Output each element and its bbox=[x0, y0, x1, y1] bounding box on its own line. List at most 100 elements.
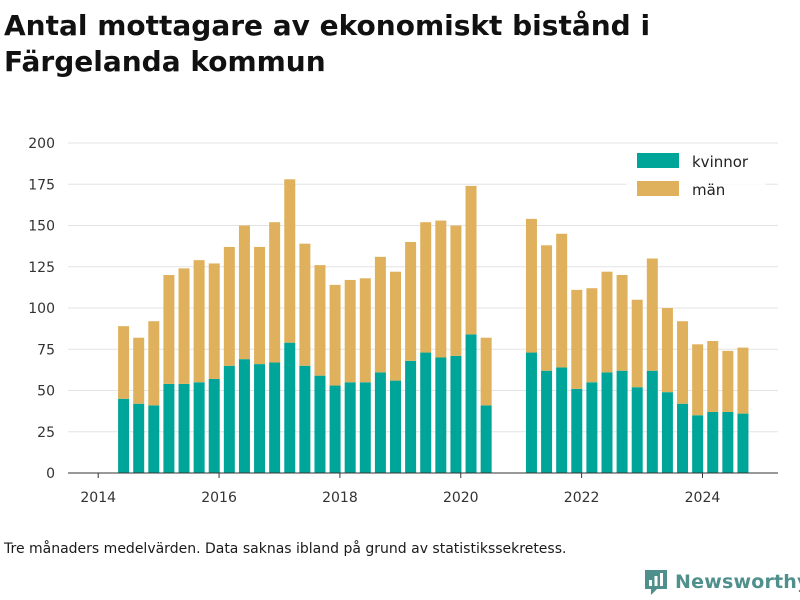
bar-man bbox=[405, 242, 417, 361]
x-tick-label: 2020 bbox=[443, 490, 479, 506]
bar-man bbox=[661, 308, 673, 393]
bar-kvinnor bbox=[541, 370, 553, 473]
bar-man bbox=[571, 289, 583, 389]
x-tick-label: 2014 bbox=[80, 490, 116, 506]
bar-kvinnor bbox=[722, 411, 734, 473]
bar-man bbox=[737, 347, 749, 414]
bar-man bbox=[525, 218, 537, 353]
footnote: Tre månaders medelvärden. Data saknas ib… bbox=[4, 541, 567, 557]
bar-man bbox=[133, 337, 145, 404]
bar-man bbox=[692, 344, 704, 416]
bar-man bbox=[616, 275, 628, 371]
bar-man bbox=[329, 284, 341, 386]
bar-man bbox=[193, 260, 205, 383]
bar-kvinnor bbox=[269, 362, 281, 473]
bar-kvinnor bbox=[390, 380, 402, 473]
bar-kvinnor bbox=[661, 392, 673, 473]
bar-man bbox=[208, 263, 220, 379]
bar-man bbox=[677, 321, 689, 404]
bar-kvinnor bbox=[314, 375, 326, 473]
bar-man bbox=[601, 271, 613, 373]
bar-man bbox=[465, 185, 477, 335]
y-tick-label: 50 bbox=[37, 384, 55, 400]
x-tick-label: 2018 bbox=[322, 490, 358, 506]
y-tick-label: 150 bbox=[28, 219, 55, 235]
bar-man bbox=[148, 321, 160, 406]
bar-man bbox=[254, 246, 266, 365]
legend-label-kvinnor: kvinnor bbox=[692, 153, 749, 171]
bar-kvinnor bbox=[450, 355, 462, 473]
bar-man bbox=[163, 275, 175, 384]
bar-kvinnor bbox=[556, 367, 568, 473]
bar-man bbox=[631, 299, 643, 388]
bar-kvinnor bbox=[525, 352, 537, 473]
bar-kvinnor bbox=[148, 405, 160, 473]
y-tick-label: 75 bbox=[37, 342, 55, 358]
bars bbox=[118, 179, 749, 473]
bar-man bbox=[269, 222, 281, 363]
legend-swatch-kvinnor bbox=[637, 153, 679, 168]
bar-kvinnor bbox=[254, 364, 266, 473]
y-tick-label: 100 bbox=[28, 301, 55, 317]
bar-kvinnor bbox=[133, 403, 145, 473]
bar-kvinnor bbox=[571, 388, 583, 473]
bar-kvinnor bbox=[374, 372, 386, 473]
bar-kvinnor bbox=[707, 411, 719, 473]
bar-man bbox=[118, 326, 130, 399]
bar-kvinnor bbox=[344, 382, 356, 473]
bar-kvinnor bbox=[223, 365, 235, 473]
bar-man bbox=[359, 278, 371, 383]
y-axis-ticks: 0 25 50 75 100 125 150 175 200 bbox=[28, 136, 55, 482]
y-tick-label: 25 bbox=[37, 425, 55, 441]
bar-kvinnor bbox=[238, 359, 250, 473]
bar-kvinnor bbox=[163, 383, 175, 473]
bar-kvinnor bbox=[646, 370, 658, 473]
bar-kvinnor bbox=[616, 370, 628, 473]
bar-kvinnor bbox=[677, 403, 689, 473]
y-tick-label: 0 bbox=[46, 466, 55, 482]
bar-kvinnor bbox=[329, 385, 341, 473]
brand-name: Newsworthy bbox=[675, 571, 800, 593]
chart-title: Antal mottagare av ekonomiskt bistånd i … bbox=[4, 9, 651, 78]
newsworthy-logo-icon bbox=[645, 570, 667, 595]
bar-man bbox=[420, 222, 432, 353]
bar-kvinnor bbox=[480, 405, 492, 473]
bar-kvinnor bbox=[405, 360, 417, 473]
y-tick-label: 200 bbox=[28, 136, 55, 152]
bar-kvinnor bbox=[435, 357, 447, 473]
bar-man bbox=[390, 271, 402, 381]
x-tick-label: 2022 bbox=[564, 490, 600, 506]
bar-man bbox=[586, 288, 598, 383]
x-axis: 2014 2016 2018 2020 2022 2024 bbox=[68, 472, 778, 506]
brand-logo: Newsworthy bbox=[643, 568, 800, 596]
bar-kvinnor bbox=[208, 378, 220, 473]
bar-man bbox=[722, 350, 734, 412]
bar-man bbox=[435, 220, 447, 358]
bar-man bbox=[314, 265, 326, 376]
bar-kvinnor bbox=[193, 382, 205, 473]
bar-kvinnor bbox=[299, 365, 311, 473]
y-tick-label: 125 bbox=[28, 260, 55, 276]
bar-man bbox=[556, 233, 568, 368]
bar-kvinnor bbox=[465, 334, 477, 473]
bar-man bbox=[480, 337, 492, 406]
bar-kvinnor bbox=[118, 398, 130, 473]
bar-man bbox=[374, 256, 386, 373]
legend-swatch-man bbox=[637, 181, 679, 196]
bar-kvinnor bbox=[586, 382, 598, 473]
bar-man bbox=[707, 341, 719, 412]
bar-man bbox=[541, 245, 553, 371]
legend: kvinnor män bbox=[626, 150, 766, 200]
bar-kvinnor bbox=[692, 415, 704, 473]
bar-kvinnor bbox=[178, 383, 190, 473]
bar-kvinnor bbox=[601, 372, 613, 473]
bar-kvinnor bbox=[284, 342, 296, 473]
bar-kvinnor bbox=[631, 387, 643, 473]
x-tick-label: 2016 bbox=[201, 490, 237, 506]
bar-man bbox=[299, 243, 311, 366]
bar-kvinnor bbox=[737, 413, 749, 473]
bar-man bbox=[223, 246, 235, 366]
bar-man bbox=[450, 225, 462, 356]
legend-label-man: män bbox=[692, 181, 725, 199]
